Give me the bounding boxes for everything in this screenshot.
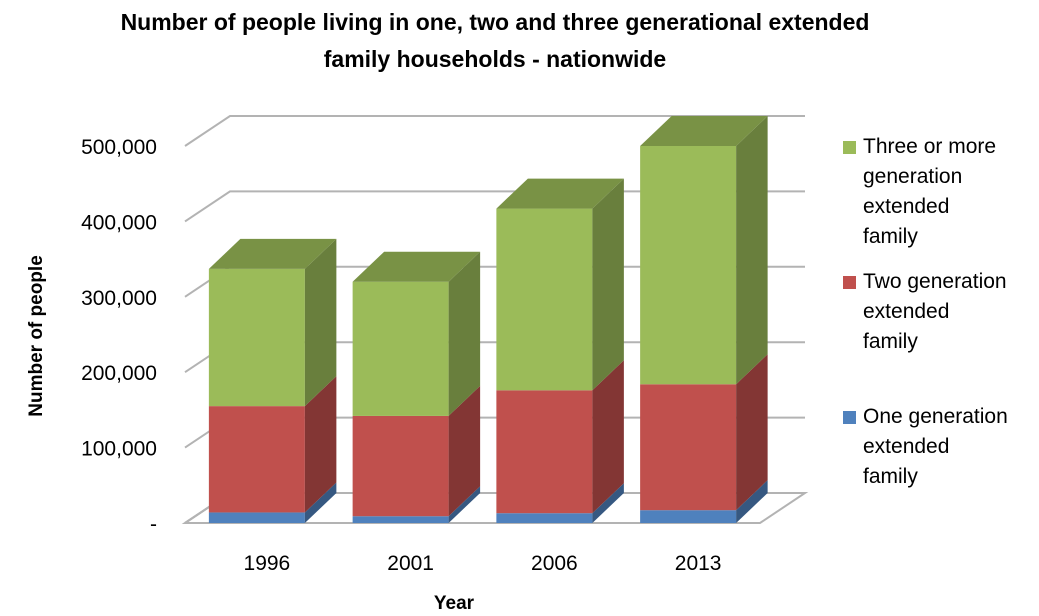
axis-labels: - 100,000 200,000 300,000 400,000 500,000 Numb… [26, 136, 721, 614]
y-tick-label: - [150, 513, 157, 536]
chart-title: Number of people living in one, two and … [60, 4, 930, 78]
legend-text-line: Three or more [863, 135, 997, 158]
y-axis-title: Number of people [26, 255, 47, 417]
bar-1996-series-2-side [304, 238, 337, 407]
legend-text-line: One generation [863, 405, 1008, 428]
bar-2006-series-1-side [592, 360, 624, 514]
y-tick-label: 400,000 [81, 211, 157, 234]
bar-2001-series-0-front [352, 516, 449, 523]
legend: Three or more generation extended family… [843, 132, 1033, 492]
legend-swatch-blue [843, 411, 856, 424]
bar-1996-series-2-top [208, 238, 337, 269]
bar-2013-series-1-side [736, 354, 768, 511]
legend-text-line: extended [863, 300, 950, 323]
bar-2001-series-1-side [448, 385, 481, 517]
gridline [184, 115, 805, 147]
bar-1996-series-2-front [208, 268, 305, 407]
legend-text-line: family [863, 465, 918, 488]
legend-item-one-generation: One generation extended family [843, 402, 1033, 492]
bar-2013-series-2-front [640, 146, 737, 385]
legend-text-line: generation [863, 165, 963, 188]
bar-2006-series-2-side [592, 178, 624, 391]
bar-2013-series-0-side [736, 480, 768, 523]
bar-2013-series-1-front [640, 384, 737, 511]
x-tick-label: 2013 [675, 552, 722, 575]
bar-1996-series-0-side [304, 482, 337, 523]
legend-swatch-green [843, 141, 856, 154]
bar-1996-series-1-front [208, 406, 305, 513]
bar-2013-series-0-front [640, 510, 737, 523]
bar-2001-series-2-front [352, 281, 449, 416]
legend-text-line: family [863, 330, 918, 353]
legend-item-two-generation: Two generation extended family [843, 267, 1033, 357]
bar-2006-series-2-front [496, 208, 593, 391]
bar-2001-series-2-top [352, 251, 481, 282]
y-tick-label: 100,000 [81, 438, 157, 461]
bar-1996-series-0-front [208, 512, 305, 523]
bar-2013-series-2-side [736, 116, 768, 385]
bar-2006-series-0-front [496, 513, 593, 523]
legend-text-line: family [863, 225, 918, 248]
chart-title-line-1: Number of people living in one, two and … [120, 9, 870, 35]
bar-2001-series-0-side [448, 486, 481, 523]
bars [208, 116, 768, 523]
bar-2006-series-0-side [592, 483, 624, 523]
legend-text-line: Two generation [863, 270, 1007, 293]
legend-swatch-red [843, 276, 856, 289]
chart-title-line-2: family households - nationwide [323, 46, 667, 72]
legend-text-line: extended [863, 195, 950, 218]
legend-text-line: extended [863, 435, 950, 458]
x-tick-label: 1996 [244, 552, 291, 575]
y-tick-label: 300,000 [81, 287, 157, 310]
bar-1996-series-1-side [304, 376, 337, 513]
y-tick-label: 200,000 [81, 362, 157, 385]
bar-2013-series-2-top [640, 116, 768, 146]
legend-item-three-or-more-generation: Three or more generation extended family [843, 132, 1033, 252]
x-tick-label: 2001 [387, 552, 434, 575]
bar-2006-series-2-top [496, 178, 624, 209]
bar-2001-series-1-front [352, 415, 449, 517]
x-tick-label: 2006 [531, 552, 578, 575]
x-axis-title: Year [434, 593, 475, 614]
bar-2001-series-2-side [448, 251, 481, 416]
y-tick-label: 500,000 [81, 136, 157, 159]
bar-2006-series-1-front [496, 390, 593, 514]
